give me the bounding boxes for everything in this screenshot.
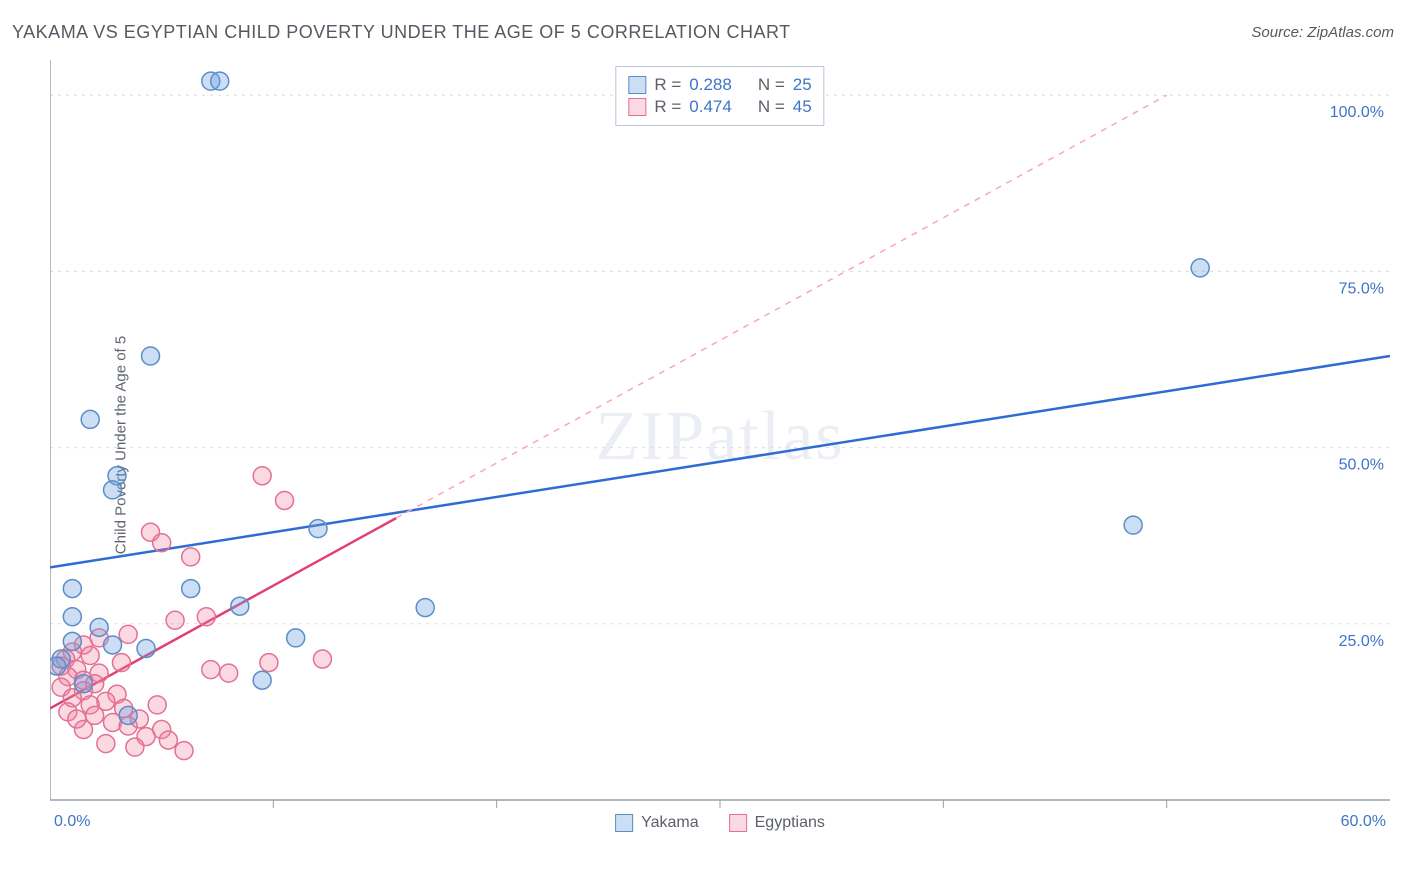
svg-text:0.0%: 0.0% — [54, 813, 90, 830]
legend-swatch-blue — [615, 814, 633, 832]
correlation-legend: R = 0.288 N = 25 R = 0.474 N = 45 — [615, 66, 824, 126]
series-legend: Yakama Egyptians — [615, 814, 825, 832]
source-attribution: Source: ZipAtlas.com — [1251, 24, 1394, 41]
svg-text:25.0%: 25.0% — [1339, 633, 1384, 650]
source-name: ZipAtlas.com — [1307, 24, 1394, 41]
legend-n-value: 25 — [793, 75, 812, 95]
source-label: Source: — [1251, 24, 1307, 41]
legend-row: R = 0.288 N = 25 — [628, 75, 811, 95]
legend-item: Egyptians — [729, 814, 825, 832]
svg-text:75.0%: 75.0% — [1339, 280, 1384, 297]
svg-text:50.0%: 50.0% — [1339, 457, 1384, 474]
legend-n-label: N = — [758, 97, 785, 117]
chart-title: YAKAMA VS EGYPTIAN CHILD POVERTY UNDER T… — [12, 22, 791, 43]
legend-r-label: R = — [654, 97, 681, 117]
chart-header: YAKAMA VS EGYPTIAN CHILD POVERTY UNDER T… — [12, 22, 1394, 43]
svg-text:100.0%: 100.0% — [1330, 104, 1384, 121]
legend-swatch-pink — [628, 98, 646, 116]
legend-n-label: N = — [758, 75, 785, 95]
legend-r-value: 0.474 — [689, 97, 732, 117]
legend-item: Yakama — [615, 814, 699, 832]
legend-r-value: 0.288 — [689, 75, 732, 95]
legend-row: R = 0.474 N = 45 — [628, 97, 811, 117]
legend-r-label: R = — [654, 75, 681, 95]
scatter-plot: 25.0% 50.0% 75.0% 100.0% 0.0% 60.0% — [50, 60, 1390, 830]
legend-swatch-blue — [628, 76, 646, 94]
legend-n-value: 45 — [793, 97, 812, 117]
legend-swatch-pink — [729, 814, 747, 832]
legend-label: Egyptians — [755, 814, 825, 832]
svg-text:60.0%: 60.0% — [1341, 813, 1386, 830]
legend-label: Yakama — [641, 814, 699, 832]
chart-area: ZIPatlas Child Poverty Under the Age of … — [50, 60, 1390, 830]
